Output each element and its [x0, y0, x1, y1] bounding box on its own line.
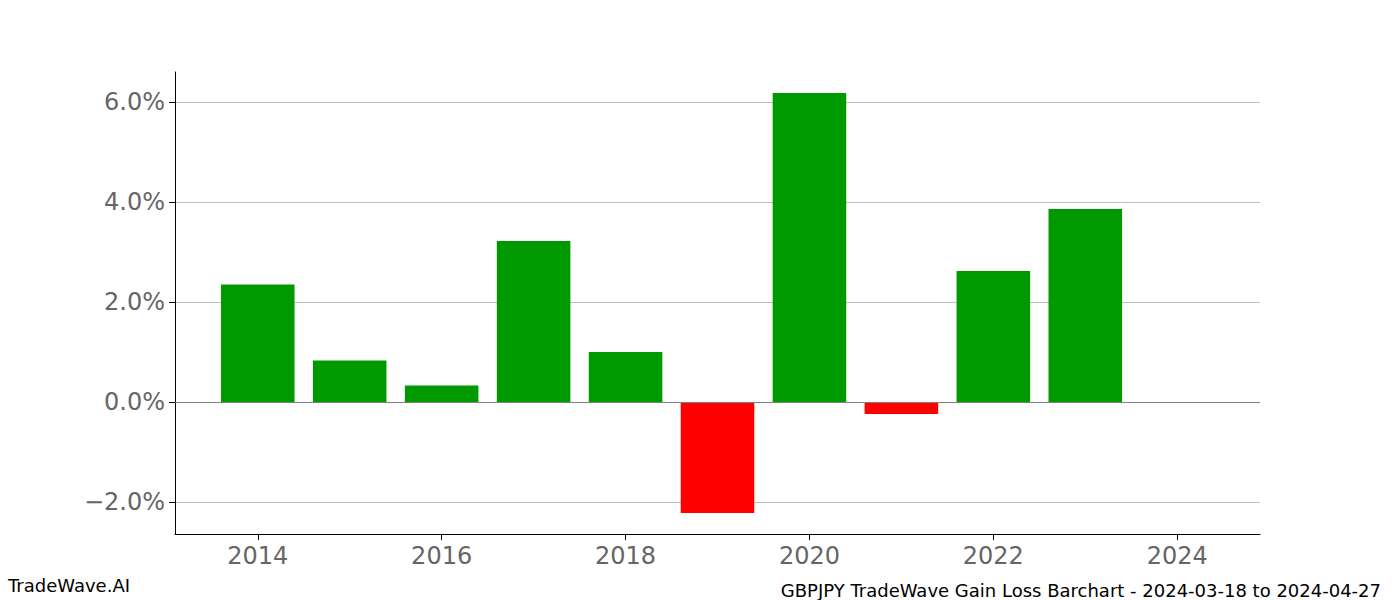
svg-text:0.0%: 0.0% — [104, 388, 165, 416]
svg-text:2.0%: 2.0% — [104, 288, 165, 316]
svg-text:GBPJPY TradeWave Gain Loss Bar: GBPJPY TradeWave Gain Loss Barchart - 20… — [781, 580, 1381, 600]
svg-text:4.0%: 4.0% — [104, 188, 165, 216]
svg-text:2016: 2016 — [411, 542, 472, 570]
svg-text:2022: 2022 — [963, 542, 1024, 570]
svg-text:2018: 2018 — [595, 542, 656, 570]
svg-text:2024: 2024 — [1147, 542, 1208, 570]
svg-text:TradeWave.AI: TradeWave.AI — [7, 575, 130, 596]
svg-text:2014: 2014 — [227, 542, 288, 570]
svg-text:6.0%: 6.0% — [104, 88, 165, 116]
svg-text:2020: 2020 — [779, 542, 840, 570]
svg-text:−2.0%: −2.0% — [84, 488, 165, 516]
